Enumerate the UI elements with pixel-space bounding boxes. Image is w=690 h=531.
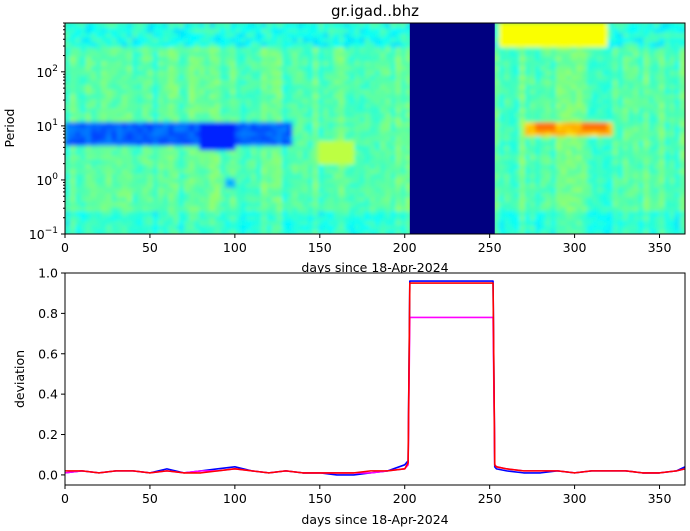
line-x-axis: 0 50 100 150 200 250 300 350 (61, 485, 671, 506)
x-tick-label: 350 (648, 491, 672, 506)
x-tick-label: 250 (478, 240, 502, 255)
heatmap-y-axis: 10−1 100 101 102 (29, 22, 65, 242)
y-tick-label: 10−1 (29, 226, 58, 242)
x-tick-label: 50 (142, 240, 158, 255)
y-tick-label: 0.8 (38, 306, 58, 321)
x-tick-label: 0 (61, 240, 69, 255)
line-x-label: days since 18-Apr-2024 (301, 512, 448, 527)
x-tick-label: 150 (308, 240, 332, 255)
y-tick-label: 0.6 (38, 346, 58, 361)
line-y-label: deviation (12, 350, 27, 408)
x-tick-label: 100 (223, 491, 247, 506)
line-plot-area (65, 273, 685, 485)
heatmap-gap-region (409, 23, 495, 234)
series-line-2 (65, 282, 685, 474)
line-plot-frame (64, 272, 686, 486)
chart-title: gr.igad..bhz (331, 2, 419, 20)
x-tick-label: 50 (142, 491, 158, 506)
line-y-axis: 0.0 0.2 0.4 0.6 0.8 1.0 (38, 266, 65, 482)
x-tick-label: 350 (648, 240, 672, 255)
x-tick-label: 300 (563, 491, 587, 506)
x-tick-label: 150 (308, 491, 332, 506)
y-tick-label: 102 (36, 64, 58, 80)
x-tick-label: 100 (223, 240, 247, 255)
y-tick-label: 0.4 (38, 387, 58, 402)
heatmap-x-axis: 0 50 100 150 200 250 300 350 (61, 234, 671, 255)
heatmap-y-label: Period (2, 109, 17, 148)
y-tick-label: 1.0 (38, 266, 58, 281)
y-tick-label: 0.0 (38, 467, 58, 482)
x-tick-label: 0 (61, 491, 69, 506)
y-tick-label: 0.2 (38, 427, 58, 442)
x-tick-label: 200 (393, 240, 417, 255)
heatmap-area (65, 23, 685, 234)
x-tick-label: 300 (563, 240, 587, 255)
x-tick-label: 250 (478, 491, 502, 506)
heatmap-x-label: days since 18-Apr-2024 (301, 260, 448, 275)
x-tick-label: 200 (393, 491, 417, 506)
y-tick-label: 101 (36, 118, 58, 134)
y-tick-label: 100 (36, 172, 58, 188)
